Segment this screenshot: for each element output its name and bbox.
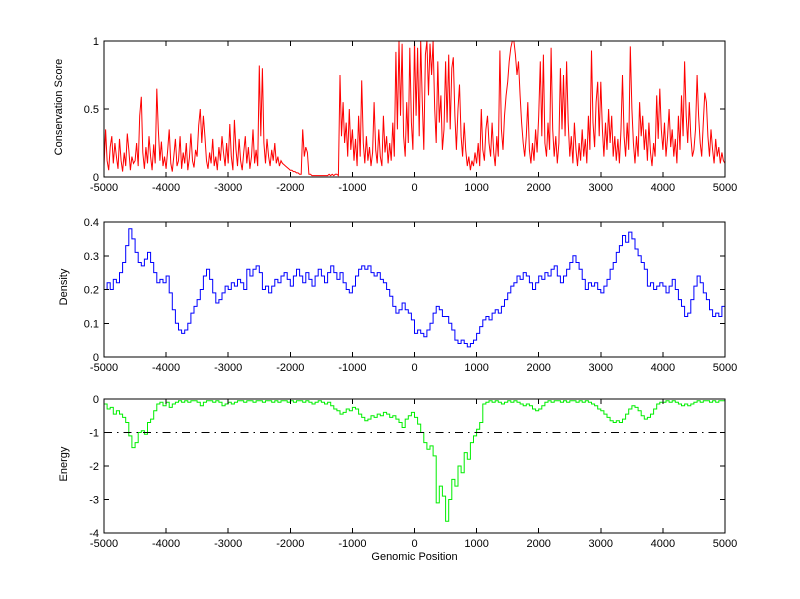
x-tick-label: -1000 — [338, 362, 366, 374]
x-tick-label: 3000 — [589, 538, 613, 550]
density-line — [104, 228, 726, 348]
axis-box — [103, 398, 726, 534]
x-tick-label: -3000 — [214, 538, 242, 550]
x-tick-label: 5000 — [713, 182, 737, 194]
x-tick-label: -5000 — [90, 182, 118, 194]
x-tick-label: 5000 — [713, 362, 737, 374]
y-tick-label: 0.5 — [84, 104, 99, 116]
x-tick-label: 4000 — [651, 362, 675, 374]
y-tick-label: 0 — [93, 352, 99, 364]
x-tick-label: 2000 — [526, 362, 550, 374]
x-tick-label: 4000 — [651, 538, 675, 550]
y-tick-label: 0.3 — [84, 251, 99, 263]
x-tick-label: 1000 — [464, 362, 488, 374]
y-tick-label: 0 — [93, 172, 99, 184]
x-tick-label: 1000 — [464, 538, 488, 550]
y-tick-label: -2 — [89, 461, 99, 473]
y-tick-label: 0.2 — [84, 285, 99, 297]
energy-plot: -5000 -4000 -3000 -2000 -1000 0 1000 2000 3000 40… — [89, 394, 737, 550]
x-tick-label: -3000 — [214, 182, 242, 194]
energy-line — [104, 400, 726, 522]
x-tick-label: -4000 — [152, 182, 180, 194]
x-tick-label: 0 — [411, 182, 417, 194]
conservation-score-line — [103, 40, 726, 177]
y-tick-label: -3 — [89, 495, 99, 507]
x-tick-label: -5000 — [90, 362, 118, 374]
x-tick-label: -4000 — [152, 538, 180, 550]
x-tick-label: -5000 — [90, 538, 118, 550]
x-tick-label: -1000 — [338, 182, 366, 194]
x-tick-label: 0 — [411, 538, 417, 550]
conservation-plot: -5000 -4000 -3000 -2000 -1000 0 1000 2000 3000 40… — [84, 36, 738, 194]
axis-box — [103, 221, 726, 358]
x-tick-label: 0 — [411, 362, 417, 374]
y-tick-label: 0 — [93, 394, 99, 406]
x-tick-label: -2000 — [276, 538, 304, 550]
y-tick-label: 1 — [93, 36, 99, 48]
x-axis-label: Genomic Position — [371, 551, 458, 563]
x-tick-label: -2000 — [276, 182, 304, 194]
y-tick-label: -1 — [89, 428, 99, 440]
x-tick-label: -3000 — [214, 362, 242, 374]
x-tick-label: 2000 — [526, 182, 550, 194]
x-tick-label: 3000 — [589, 182, 613, 194]
density-plot: -5000 -4000 -3000 -2000 -1000 0 1000 2000 3000 40… — [84, 217, 738, 374]
y-tick-label: -4 — [89, 528, 99, 540]
y-tick-label: 0.4 — [84, 217, 99, 229]
x-tick-label: -2000 — [276, 362, 304, 374]
x-tick-label: -1000 — [338, 538, 366, 550]
x-tick-label: 4000 — [651, 182, 675, 194]
x-tick-label: -4000 — [152, 362, 180, 374]
y-tick-label: 0.1 — [84, 318, 99, 330]
x-tick-label: 5000 — [713, 538, 737, 550]
x-tick-label: 3000 — [589, 362, 613, 374]
x-tick-label: 2000 — [526, 538, 550, 550]
x-tick-label: 1000 — [464, 182, 488, 194]
